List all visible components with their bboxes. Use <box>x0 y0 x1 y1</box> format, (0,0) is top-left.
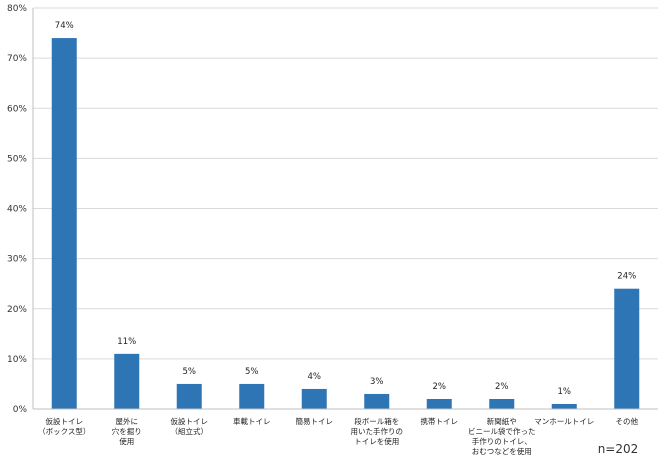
data-label: 74% <box>55 21 74 31</box>
y-tick-label: 60% <box>7 104 27 114</box>
gridlines <box>33 7 658 360</box>
bar <box>614 288 640 409</box>
bar <box>301 388 327 409</box>
x-category-label: 段ボール箱を用いた手作りのトイレを使用 <box>351 416 404 446</box>
x-category-label: その他 <box>616 416 639 426</box>
data-labels: 74% 11% 5% 5% 4% 3% 2% 2% 1% 24% <box>55 21 636 397</box>
data-label: 24% <box>617 272 636 282</box>
x-category-label: 仮設トイレ（組立式） <box>171 416 209 436</box>
y-tick-label: 30% <box>7 255 27 265</box>
y-tick-label: 10% <box>7 355 27 365</box>
bar <box>239 383 265 409</box>
bar <box>176 383 202 409</box>
bar <box>426 398 452 409</box>
data-label: 3% <box>370 377 384 387</box>
bar <box>114 353 140 409</box>
x-category-label: 屋外に穴を掘り使用 <box>112 416 142 446</box>
bar <box>551 403 577 409</box>
bar <box>364 393 390 409</box>
data-label: 2% <box>433 382 447 392</box>
x-axis-labels: 仮設トイレ（ボックス型） 屋外に穴を掘り使用 仮設トイレ（組立式） 車載トイレ 簡易トイ… <box>38 416 638 456</box>
y-tick-label: 20% <box>7 305 27 315</box>
data-label: 2% <box>495 382 509 392</box>
data-label: 5% <box>245 367 259 377</box>
x-category-label: 車載トイレ <box>233 416 271 426</box>
y-tick-label: 50% <box>7 154 27 164</box>
sample-size-annotation: n=202 <box>598 442 639 456</box>
y-tick-label: 0% <box>13 405 28 415</box>
data-label: 11% <box>117 337 136 347</box>
data-label: 4% <box>308 372 322 382</box>
x-category-label: マンホールトイレ <box>534 417 594 426</box>
x-category-label: 新聞紙やビニール袋で作った手作りのトイレ、おむつなどを使用 <box>468 416 536 456</box>
y-axis-ticks: 0% 10% 20% 30% 40% 50% 60% 70% 80% <box>7 4 27 415</box>
data-label: 5% <box>183 367 197 377</box>
x-category-label: 簡易トイレ <box>296 416 334 426</box>
bar <box>51 38 77 409</box>
y-tick-label: 80% <box>7 4 27 14</box>
data-label: 1% <box>558 387 572 397</box>
y-tick-label: 70% <box>7 54 27 64</box>
bars <box>51 38 640 409</box>
bar <box>489 398 515 409</box>
x-category-label: 仮設トイレ（ボックス型） <box>38 416 90 436</box>
y-tick-label: 40% <box>7 205 27 215</box>
x-category-label: 携帯トイレ <box>421 416 459 426</box>
